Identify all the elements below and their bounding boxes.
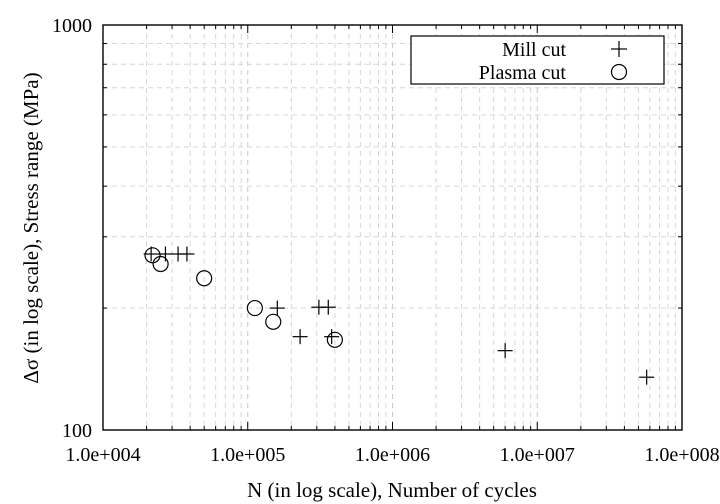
mill-cut-point <box>639 369 655 385</box>
mill-cut-point <box>269 300 285 316</box>
mill-cut-point <box>179 246 195 262</box>
y-tick-label: 1000 <box>52 15 92 37</box>
x-tick-label: 1.0e+008 <box>644 444 719 466</box>
legend-label-plasma-cut: Plasma cut <box>479 62 567 84</box>
y-tick-labels: 100 1000 <box>52 15 92 442</box>
plasma-cut-point <box>265 313 282 330</box>
axis-ticks <box>103 25 682 430</box>
y-tick-label: 100 <box>62 420 92 442</box>
y-axis-title: Δσ (in log scale), Stress range (MPa) <box>19 72 43 383</box>
data-points <box>143 246 655 385</box>
x-axis-title: N (in log scale), Number of cycles <box>247 478 537 502</box>
mill-cut-point <box>497 343 513 359</box>
x-tick-label: 1.0e+005 <box>210 444 285 466</box>
mill-cut-point <box>143 246 159 262</box>
mill-cut-point <box>320 299 336 315</box>
legend-box <box>410 35 665 85</box>
mill-cut-point <box>292 329 308 345</box>
legend-label-mill-cut: Mill cut <box>502 39 566 61</box>
x-tick-label: 1.0e+006 <box>355 444 430 466</box>
legend: Mill cut Plasma cut <box>410 35 665 85</box>
plasma-cut-point <box>152 255 169 273</box>
mill-cut-point <box>324 329 340 345</box>
x-tick-labels: 1.0e+004 1.0e+005 1.0e+006 1.0e+007 1.0e+008 <box>65 444 719 466</box>
legend-marker-plasma-cut <box>610 63 628 81</box>
x-tick-label: 1.0e+004 <box>65 444 140 466</box>
plasma-cut-point <box>326 331 343 348</box>
plasma-cut-point <box>196 270 213 287</box>
grid-lines <box>103 25 682 430</box>
plasma-cut-point <box>246 299 263 317</box>
plasma-cut-point <box>144 247 161 264</box>
legend-marker-mill-cut <box>611 41 627 57</box>
x-tick-label: 1.0e+007 <box>500 444 575 466</box>
